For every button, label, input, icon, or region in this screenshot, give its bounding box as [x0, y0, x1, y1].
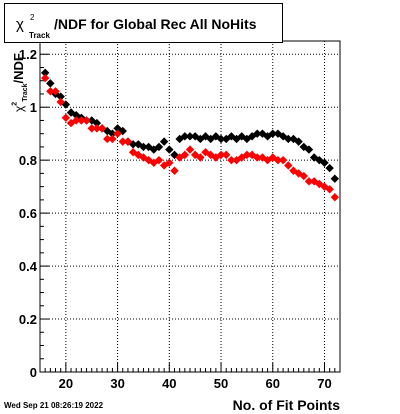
black-series-point — [253, 129, 262, 138]
y-title-suffix: /NDF — [11, 53, 26, 84]
y-tick-label: 0.4 — [19, 259, 38, 274]
red-series-point — [304, 177, 314, 186]
red-series-point — [108, 134, 117, 144]
black-series-point — [247, 132, 257, 141]
y-axis-title: χ2Track/NDF — [10, 40, 34, 112]
red-series-point — [216, 150, 226, 160]
red-series-point — [299, 171, 308, 181]
red-series-point — [82, 116, 91, 125]
red-series-point — [123, 137, 133, 146]
black-series-point — [139, 142, 148, 152]
red-series-point — [170, 166, 179, 175]
chart-title: /NDF for Global Rec All NoHits — [54, 16, 257, 32]
black-series-point — [154, 142, 164, 152]
black-series-point — [108, 129, 117, 138]
red-series-point — [222, 150, 231, 160]
black-series-point — [315, 155, 324, 165]
black-series-point — [92, 118, 102, 128]
red-series-point — [61, 113, 71, 122]
title-chi-symbol: χ — [16, 16, 24, 33]
x-tick-label: 40 — [162, 376, 176, 391]
x-tick-label: 60 — [266, 376, 280, 391]
red-series-point — [273, 155, 283, 165]
black-series-point — [325, 163, 334, 173]
red-series-point — [180, 150, 190, 160]
black-series-point — [72, 110, 81, 120]
red-series-point — [139, 153, 148, 162]
red-series-point — [232, 155, 241, 165]
red-series-point — [46, 87, 55, 96]
red-series-point — [51, 87, 60, 96]
y-tick-label: 1.2 — [19, 47, 37, 62]
black-series-point — [216, 134, 226, 144]
red-series-point — [165, 158, 174, 168]
y-tick-label: 0 — [30, 365, 37, 380]
black-series-point — [128, 140, 138, 149]
black-series-point — [46, 79, 55, 88]
red-series-point — [253, 153, 262, 162]
black-series-point — [304, 145, 314, 154]
black-series-point — [87, 116, 96, 125]
black-series-point — [40, 68, 50, 77]
red-series-point — [154, 155, 164, 165]
red-series-point — [103, 134, 112, 144]
y-title-subscript: Track — [22, 83, 30, 102]
y-tick-label: 0.2 — [19, 312, 37, 327]
tick-labels: 20 30 40 50 60 70 0 0.2 0.4 0.6 0.8 1 1.2 — [19, 47, 332, 391]
red-series-point — [77, 116, 86, 125]
grid — [40, 41, 340, 372]
x-axis-title: No. of Fit Points — [232, 397, 340, 413]
red-series-point — [56, 97, 65, 107]
red-series-point — [118, 137, 127, 146]
red-series-point — [113, 129, 122, 138]
y-tick-label: 1 — [30, 100, 37, 115]
red-series-point — [315, 179, 324, 189]
red-series-point — [278, 155, 288, 165]
black-series-point — [190, 132, 200, 141]
black-series-point — [185, 132, 195, 141]
red-series-point — [97, 124, 107, 133]
black-series-point — [320, 158, 329, 168]
title-superscript: 2 — [30, 13, 35, 22]
red-series-point — [227, 155, 236, 165]
red-series-point — [242, 150, 252, 160]
black-series-point — [159, 137, 169, 146]
y-title-superscript: 2 — [11, 101, 19, 106]
red-series-point — [92, 124, 102, 133]
y-tick-label: 0.6 — [19, 206, 37, 221]
title-subscript: Track — [29, 31, 50, 40]
x-tick-label: 30 — [110, 376, 124, 391]
black-series-point — [56, 92, 65, 101]
red-series-point — [330, 193, 340, 202]
timestamp: Wed Sep 21 08:26:19 2022 — [4, 401, 104, 410]
data-points — [40, 68, 340, 202]
red-series-point — [40, 73, 50, 83]
red-series-point — [185, 145, 195, 154]
red-series-point — [72, 116, 81, 125]
red-series-point — [325, 185, 334, 194]
y-tick-label: 0.8 — [19, 153, 37, 168]
red-series-point — [201, 148, 210, 157]
black-series-point — [284, 134, 293, 144]
title-box: χ 2 Track /NDF for Global Rec All NoHits — [4, 3, 283, 43]
x-tick-label: 50 — [214, 376, 228, 391]
black-series-point — [330, 174, 340, 183]
black-series-point — [227, 132, 236, 141]
black-series-point — [201, 132, 210, 141]
red-series-point — [196, 153, 205, 162]
plot-frame — [39, 40, 341, 373]
x-tick-label: 20 — [59, 376, 73, 391]
black-series-point — [294, 137, 303, 146]
axis-ticks — [39, 53, 341, 373]
black-series-point — [268, 129, 277, 138]
black-series-point — [61, 100, 71, 109]
black-series-point — [180, 132, 190, 141]
black-series-point — [165, 145, 174, 154]
y-title-chi-symbol: χ — [12, 105, 26, 112]
x-tick-label: 70 — [317, 376, 331, 391]
red-series-point — [87, 124, 96, 133]
red-series-point — [284, 161, 293, 170]
